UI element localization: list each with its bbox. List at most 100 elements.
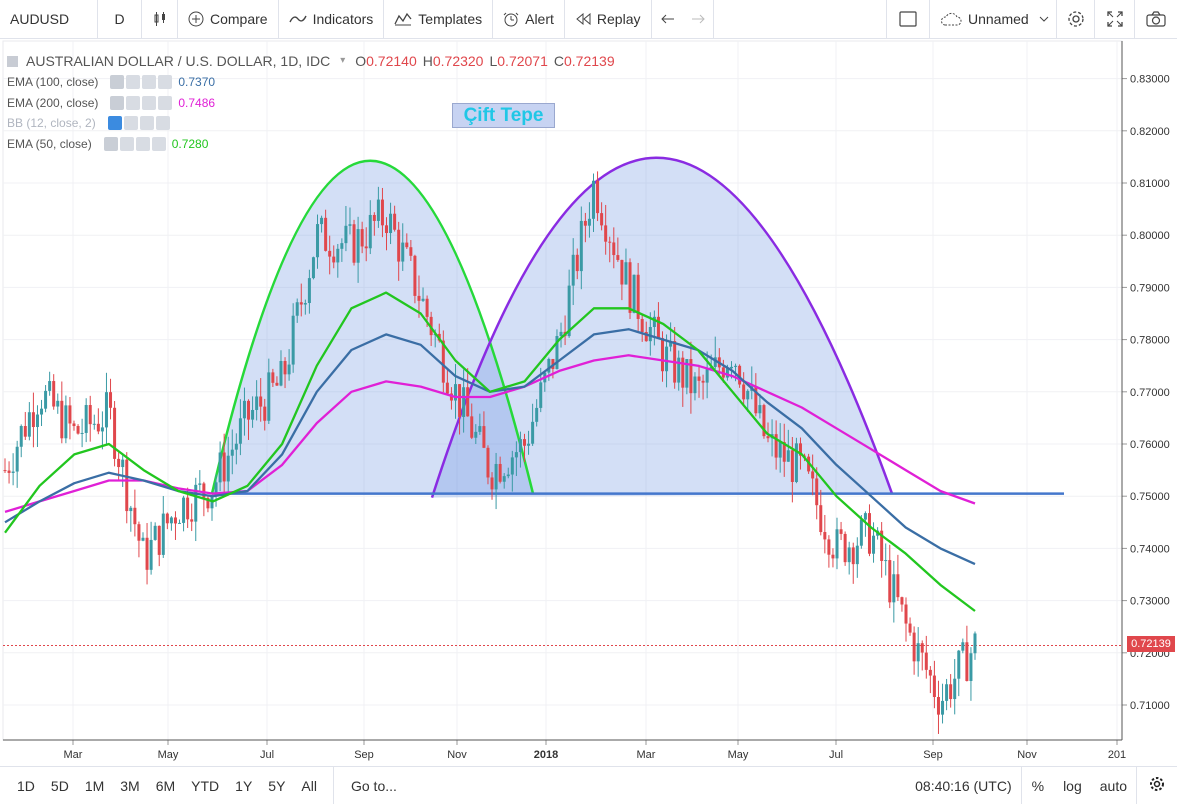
indicators-button[interactable]: Indicators [279, 0, 385, 38]
collapse-icon[interactable] [7, 55, 18, 67]
redo-button[interactable] [684, 0, 714, 38]
candle-body [259, 396, 263, 407]
candle-body [271, 372, 275, 383]
gear-icon [119, 136, 134, 151]
candle-body [104, 392, 108, 428]
indicator-controls[interactable] [110, 95, 173, 110]
candle-body [949, 684, 953, 700]
select-button[interactable] [886, 0, 930, 38]
candle-body [190, 519, 194, 522]
range-button-5y[interactable]: 5Y [268, 777, 286, 794]
candle-body [279, 360, 283, 386]
candle-body [518, 439, 522, 453]
range-button-ytd[interactable]: YTD [191, 777, 220, 794]
y-tick-label: 0.82000 [1130, 126, 1170, 138]
candle-body [287, 364, 291, 375]
candle-body [551, 358, 555, 369]
range-button-5d[interactable]: 5D [50, 777, 69, 794]
indicator-controls[interactable] [103, 136, 166, 151]
layout-button[interactable]: Unnamed [930, 0, 1057, 38]
range-button-3m[interactable]: 3M [120, 777, 140, 794]
legend-ema100[interactable]: EMA (100, close) 0.7370 [7, 72, 615, 93]
candle-body [242, 400, 246, 419]
candle-body [884, 560, 888, 562]
candle-body [648, 326, 652, 342]
candle-body [612, 242, 616, 256]
candle-body [88, 405, 92, 425]
candle-body [742, 384, 746, 400]
interval-button[interactable]: D [98, 0, 142, 38]
goto-button[interactable]: Go to... [350, 777, 397, 794]
templates-button[interactable]: Templates [384, 0, 494, 38]
candle-body [563, 331, 567, 337]
compare-button[interactable]: Compare [178, 0, 279, 38]
candle-body [27, 412, 31, 437]
range-button-all[interactable]: All [301, 777, 317, 794]
indicator-controls[interactable] [107, 116, 170, 131]
candle-body [173, 517, 177, 524]
candle-body [109, 392, 113, 408]
auto-toggle[interactable]: auto [1099, 777, 1127, 794]
candle-body [186, 497, 190, 520]
clock[interactable]: 08:40:16 (UTC) [915, 777, 1012, 794]
range-button-1d[interactable]: 1D [17, 777, 35, 794]
indicator-name: EMA (100, close) [7, 75, 99, 90]
undo-button[interactable] [652, 0, 684, 38]
candle-body [535, 407, 539, 422]
candle-body [644, 331, 648, 342]
x-tick-label: 201 [1108, 749, 1126, 761]
indicator-controls[interactable] [110, 75, 173, 90]
candle-body [409, 247, 413, 256]
candle-body [636, 274, 640, 319]
symbol-search[interactable]: AUDUSD [0, 0, 98, 38]
pattern-annotation[interactable]: Çift Tepe [452, 103, 555, 128]
candle-body [847, 547, 851, 563]
settings-button[interactable] [1057, 0, 1095, 38]
candle-body [60, 400, 64, 439]
percent-toggle[interactable]: % [1031, 777, 1045, 794]
rectangle-icon [899, 11, 917, 27]
right-top-arc [430, 156, 894, 498]
eye-icon [110, 95, 125, 110]
legend-bb[interactable]: BB (12, close, 2) [7, 113, 615, 134]
range-button-1m[interactable]: 1M [84, 777, 105, 794]
x-tick-label: Mar [637, 749, 656, 761]
legend-ema200[interactable]: EMA (200, close) 0.7486 [7, 93, 615, 114]
candle-body [129, 507, 133, 512]
range-button-1y[interactable]: 1Y [235, 777, 253, 794]
candle-body [283, 360, 287, 375]
chart-style-button[interactable] [142, 0, 178, 38]
candle-body [307, 278, 311, 304]
indicator-lines [4, 291, 976, 612]
y-tick-label: 0.78000 [1130, 335, 1170, 347]
candle-body [19, 426, 23, 447]
y-tick-label: 0.76000 [1130, 439, 1170, 451]
candle-body [969, 653, 973, 681]
candle-body [876, 530, 880, 536]
fullscreen-button[interactable] [1095, 0, 1135, 38]
candle-body [900, 597, 904, 605]
candle-body [352, 224, 356, 263]
range-button-6m[interactable]: 6M [155, 777, 176, 794]
replay-button[interactable]: Replay [565, 0, 652, 38]
candle-body [746, 390, 750, 400]
plus-icon [139, 116, 154, 131]
close-icon [151, 136, 166, 151]
candle-body [133, 507, 137, 525]
candle-body [206, 497, 210, 509]
candle-body [478, 426, 482, 432]
candle-body [539, 382, 543, 408]
replay-label: Replay [596, 11, 641, 27]
legend-ema50[interactable]: EMA (50, close) 0.7280 [7, 134, 615, 155]
snapshot-button[interactable] [1135, 0, 1177, 38]
y-tick-label: 0.81000 [1130, 178, 1170, 190]
alert-button[interactable]: Alert [493, 0, 565, 38]
chart-settings-button[interactable] [1137, 776, 1177, 795]
candle-body [835, 529, 839, 559]
x-tick-label: May [728, 749, 749, 761]
chevron-down-icon[interactable]: ▾ [340, 55, 346, 66]
candle-body [437, 333, 441, 341]
candle-body [401, 242, 405, 262]
log-toggle[interactable]: log [1063, 777, 1082, 794]
candle-body [263, 406, 267, 421]
